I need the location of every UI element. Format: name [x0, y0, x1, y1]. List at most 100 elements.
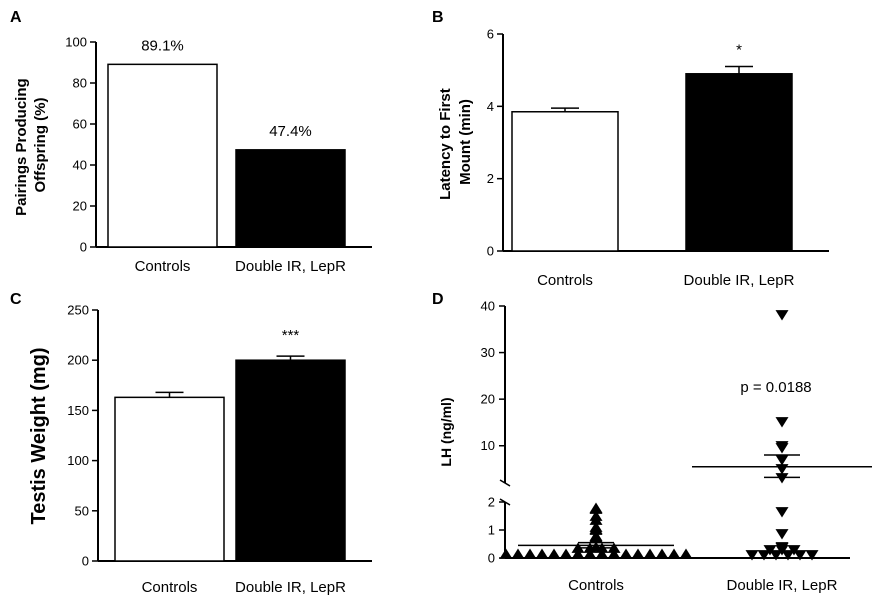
y-tick-label: 0	[487, 244, 494, 259]
y-tick-label: 60	[73, 117, 87, 132]
panel-d-y-ticks: 0 1 2 10 20 30 40	[481, 299, 511, 566]
data-point	[559, 548, 573, 559]
y-tick-label: 80	[73, 76, 87, 91]
y-tick-label: 0	[488, 551, 495, 566]
data-point	[583, 548, 597, 559]
y-tick-label: 250	[67, 303, 89, 318]
panel-c-category-label: Double IR, LepR	[235, 579, 346, 596]
panel-b-y-ticks: 0 2 4 6	[487, 27, 503, 259]
panel-d-p-value: p = 0.0188	[740, 379, 811, 396]
panel-c-chart: C Testis Weight (mg) 0 50 100 150 200 250 Con…	[10, 291, 372, 596]
y-tick-label: 6	[487, 27, 494, 42]
data-point	[679, 548, 693, 559]
y-tick-label: 0	[80, 240, 87, 255]
panel-a-bars	[107, 63, 346, 248]
data-point	[619, 548, 633, 559]
data-point	[511, 548, 525, 559]
data-point	[589, 503, 603, 514]
y-tick-label: 30	[481, 345, 495, 360]
data-point	[523, 548, 537, 559]
panel-b-bars	[511, 65, 793, 252]
y-tick-label: 40	[73, 158, 87, 173]
panel-c-bars	[114, 355, 346, 562]
y-tick-label: 40	[481, 299, 495, 314]
y-tick-label: 150	[67, 403, 89, 418]
data-point	[775, 443, 789, 454]
data-point	[805, 550, 819, 561]
bar	[511, 111, 619, 252]
panel-b-ylabel: Latency to First Mount (min)	[437, 84, 474, 200]
data-point	[595, 548, 609, 559]
data-point	[535, 548, 549, 559]
bar	[235, 359, 346, 562]
panel-a-letter: A	[10, 9, 22, 26]
bar	[114, 396, 225, 562]
data-point	[571, 548, 585, 559]
y-tick-label: 10	[481, 438, 495, 453]
panel-a-chart: A Pairings Producing Offspring (%) 0 20 40…	[10, 9, 372, 275]
y-tick-label: 20	[481, 392, 495, 407]
panel-a-ylabel-line-1: Pairings Producing	[13, 78, 30, 216]
y-tick-label: 200	[67, 353, 89, 368]
data-point	[499, 548, 513, 559]
panel-a-category-label: Double IR, LepR	[235, 258, 346, 275]
data-point	[745, 550, 759, 561]
panel-c-category-label: Controls	[142, 579, 198, 596]
panel-b-letter: B	[432, 9, 444, 26]
panel-d-chart: D LH (ng/ml) 0 1 2 10 20 30 40 Controls Double…	[432, 291, 872, 594]
panel-b-ylabel-line-2: Mount (min)	[457, 99, 474, 185]
panel-d-letter: D	[432, 291, 444, 308]
data-point	[775, 310, 789, 321]
panel-d-category-label: Double IR, LepR	[727, 577, 838, 594]
panel-d-points	[499, 310, 819, 561]
axis-break-mark	[499, 498, 511, 506]
data-point	[781, 550, 795, 561]
panel-b-chart: B Latency to First Mount (min) 0 2 4 6 Cont…	[432, 9, 829, 289]
data-point	[775, 507, 789, 518]
y-tick-label: 4	[487, 99, 494, 114]
data-point	[589, 514, 603, 525]
y-tick-label: 100	[65, 35, 87, 50]
panel-d-mean-bars	[518, 454, 872, 549]
data-point	[769, 550, 783, 561]
data-point	[547, 548, 561, 559]
panel-a-data-label: 89.1%	[141, 37, 184, 54]
panel-c-y-ticks: 0 50 100 150 200 250	[67, 303, 98, 569]
bar	[685, 73, 793, 252]
data-point	[589, 532, 603, 543]
y-tick-label: 2	[488, 495, 495, 510]
panel-c-significance-label: ***	[282, 327, 300, 344]
y-tick-label: 50	[75, 503, 89, 518]
y-tick-label: 2	[487, 171, 494, 186]
data-point	[775, 529, 789, 540]
panel-d-ylabel: LH (ng/ml)	[438, 397, 454, 466]
panel-a-ylabel-line-2: Offspring (%)	[32, 98, 49, 193]
data-point	[667, 548, 681, 559]
y-tick-label: 100	[67, 453, 89, 468]
bar	[235, 149, 346, 248]
data-point	[631, 548, 645, 559]
panel-a-data-label: 47.4%	[269, 123, 312, 140]
y-tick-label: 1	[488, 523, 495, 538]
data-point	[655, 548, 669, 559]
bar	[107, 63, 218, 248]
panel-b-category-label: Controls	[537, 272, 593, 289]
axis-break-mark	[499, 479, 511, 487]
panel-c-ylabel: Testis Weight (mg)	[28, 347, 50, 524]
y-tick-label: 20	[73, 199, 87, 214]
data-point	[607, 548, 621, 559]
panel-a-category-label: Controls	[135, 258, 191, 275]
panel-a-y-ticks: 0 20 40 60 80 100	[65, 35, 96, 255]
panel-d-category-label: Controls	[568, 577, 624, 594]
y-tick-label: 0	[82, 554, 89, 569]
data-point	[775, 473, 789, 484]
panel-b-category-label: Double IR, LepR	[684, 272, 795, 289]
panel-c-letter: C	[10, 291, 22, 308]
data-point	[589, 524, 603, 535]
data-point	[757, 550, 771, 561]
panel-b-significance-label: *	[736, 42, 742, 59]
panel-a-ylabel: Pairings Producing Offspring (%)	[13, 74, 49, 216]
data-point	[643, 548, 657, 559]
data-point	[793, 550, 807, 561]
